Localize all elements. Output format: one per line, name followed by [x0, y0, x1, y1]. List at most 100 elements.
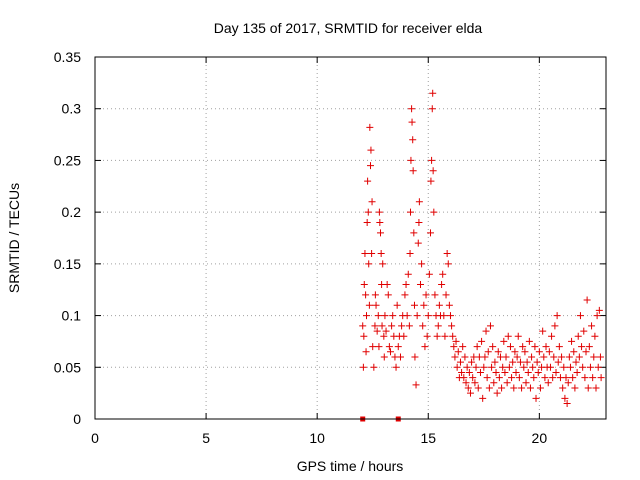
data-point: [420, 301, 428, 309]
data-point: [384, 291, 392, 299]
data-point: [360, 332, 368, 340]
y-tick-label: 0.35: [54, 49, 81, 65]
data-point: [529, 363, 537, 371]
data-point: [370, 363, 378, 371]
data-point: [562, 374, 570, 382]
data-point: [458, 368, 466, 376]
x-tick-label: 15: [420, 430, 436, 446]
data-point: [495, 374, 503, 382]
data-point: [535, 348, 543, 356]
data-point: [429, 89, 437, 97]
data-point: [378, 322, 386, 330]
data-point: [361, 250, 369, 258]
data-point: [489, 343, 497, 351]
data-point: [524, 368, 532, 376]
data-point: [582, 348, 590, 356]
data-point: [376, 218, 384, 226]
data-point: [412, 381, 420, 389]
data-point: [539, 327, 547, 335]
data-point: [536, 384, 544, 392]
data-point: [454, 348, 462, 356]
data-point: [445, 301, 453, 309]
data-point: [422, 291, 430, 299]
data-point: [374, 312, 382, 320]
data-point: [508, 374, 516, 382]
data-point: [463, 363, 471, 371]
data-point: [362, 291, 370, 299]
data-point: [509, 358, 517, 366]
data-point: [429, 167, 437, 175]
data-point: [469, 374, 477, 382]
data-point: [473, 343, 481, 351]
data-point: [490, 379, 498, 387]
data-point: [534, 368, 542, 376]
data-point: [409, 136, 417, 144]
data-point: [541, 374, 549, 382]
data-point: [493, 389, 501, 397]
data-point: [434, 322, 442, 330]
data-point: [430, 208, 438, 216]
grid-lines: [95, 57, 606, 419]
data-point: [501, 368, 509, 376]
data-point: [421, 343, 429, 351]
data-point: [438, 281, 446, 289]
data-point: [443, 250, 451, 258]
data-point: [359, 363, 367, 371]
data-point: [516, 358, 524, 366]
data-point: [459, 343, 467, 351]
data-point: [483, 374, 491, 382]
data-point: [555, 343, 563, 351]
data-point: [466, 389, 474, 397]
data-point: [428, 105, 436, 113]
data-point: [448, 322, 456, 330]
data-point: [409, 167, 417, 175]
data-point: [571, 384, 579, 392]
data-point: [444, 260, 452, 268]
data-point: [471, 379, 479, 387]
data-point: [452, 337, 460, 345]
data-point: [418, 260, 426, 268]
data-point: [563, 399, 571, 407]
data-point: [482, 327, 490, 335]
data-point: [408, 105, 416, 113]
data-point: [593, 312, 601, 320]
x-tick-label: 20: [532, 430, 548, 446]
data-point: [385, 343, 393, 351]
data-point: [461, 353, 469, 361]
data-point: [427, 177, 435, 185]
data-point: [550, 353, 558, 361]
data-point: [402, 281, 410, 289]
data-point: [456, 358, 464, 366]
data-point: [503, 379, 511, 387]
data-point: [510, 384, 518, 392]
y-tick-label: 0: [73, 411, 81, 427]
data-point: [362, 312, 370, 320]
data-point: [530, 374, 538, 382]
data-point: [561, 394, 569, 402]
data-point: [401, 291, 409, 299]
data-point: [481, 353, 489, 361]
data-point: [405, 322, 413, 330]
data-point: [464, 384, 472, 392]
data-point: [367, 146, 375, 154]
data-point: [580, 327, 588, 335]
data-point: [484, 348, 492, 356]
data-point: [474, 384, 482, 392]
data-point: [440, 312, 448, 320]
x-tick-label: 5: [202, 430, 210, 446]
data-point: [592, 384, 600, 392]
data-point: [591, 332, 599, 340]
y-tick-label: 0.25: [54, 152, 81, 168]
data-point: [359, 322, 367, 330]
data-point: [453, 363, 461, 371]
data-point: [486, 322, 494, 330]
data-point: [522, 379, 530, 387]
data-point: [364, 208, 372, 216]
x-tick-label: 0: [91, 430, 99, 446]
data-point: [526, 384, 534, 392]
data-point: [505, 363, 513, 371]
data-point: [383, 281, 391, 289]
data-point: [498, 384, 506, 392]
data-point: [372, 301, 380, 309]
data-point: [581, 374, 589, 382]
